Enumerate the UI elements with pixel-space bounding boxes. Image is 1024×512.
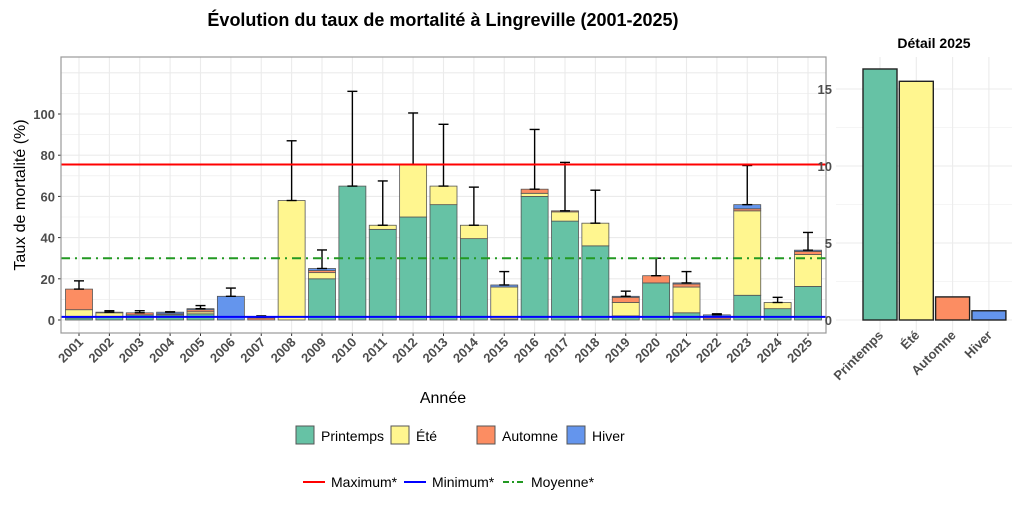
x-tick-label: 2007 bbox=[237, 335, 268, 366]
detail-bar-été bbox=[898, 80, 934, 321]
bar-été-2023 bbox=[733, 210, 762, 296]
y-tick-label: 40 bbox=[41, 231, 55, 246]
bar-été-2017 bbox=[551, 211, 579, 222]
detail-x-tick-label: Printemps bbox=[831, 328, 887, 384]
detail-title: Détail 2025 bbox=[897, 35, 970, 51]
legend-line-label: Maximum* bbox=[331, 474, 398, 490]
legend-label-été: Été bbox=[416, 428, 437, 444]
detail-bar-hiver bbox=[971, 310, 1007, 321]
legend-line-label: Minimum* bbox=[432, 474, 495, 490]
detail-bar-printemps bbox=[862, 68, 898, 321]
bar-été-2012 bbox=[399, 164, 428, 218]
x-tick-label: 2006 bbox=[207, 335, 238, 366]
y-tick-label: 80 bbox=[41, 148, 55, 163]
x-tick-label: 2008 bbox=[268, 335, 299, 366]
bar-automne-2019 bbox=[611, 296, 640, 303]
bar-été-2018 bbox=[581, 222, 610, 247]
x-tick-label: 2019 bbox=[602, 335, 633, 366]
bar-automne-2025 bbox=[794, 251, 822, 255]
bar-été-2009 bbox=[308, 272, 336, 280]
x-tick-label: 2017 bbox=[541, 335, 572, 366]
x-tick-label: 2023 bbox=[723, 335, 754, 366]
legend-label-printemps: Printemps bbox=[321, 428, 384, 444]
x-tick-label: 2015 bbox=[480, 335, 511, 366]
x-tick-label: 2024 bbox=[754, 334, 786, 366]
legend-key-automne bbox=[476, 425, 496, 445]
bar-printemps-2024 bbox=[763, 308, 792, 321]
legend-key-été bbox=[390, 425, 410, 445]
x-tick-label: 2010 bbox=[328, 335, 359, 366]
bar-été-2025 bbox=[794, 254, 822, 287]
y-tick-label: 0 bbox=[48, 313, 55, 328]
y-tick-label: 20 bbox=[41, 272, 55, 287]
x-tick-label: 2022 bbox=[693, 335, 724, 366]
bar-printemps-2012 bbox=[399, 216, 428, 321]
legend-key-printemps bbox=[295, 425, 315, 445]
x-tick-label: 2018 bbox=[571, 335, 602, 366]
legend-line-label: Moyenne* bbox=[531, 474, 595, 490]
detail-x-tick-label: Été bbox=[898, 328, 923, 353]
bar-printemps-2010 bbox=[338, 185, 367, 321]
detail-x-tick-label: Hiver bbox=[961, 328, 995, 362]
bar-été-2008 bbox=[277, 200, 306, 321]
legend-label-automne: Automne bbox=[502, 428, 558, 444]
x-tick-label: 2002 bbox=[85, 335, 116, 366]
bar-automne-2021 bbox=[672, 283, 701, 288]
x-tick-label: 2013 bbox=[420, 335, 451, 366]
x-tick-label: 2020 bbox=[632, 335, 663, 366]
main-title: Évolution du taux de mortalité à Lingrev… bbox=[207, 9, 678, 30]
x-tick-label: 2003 bbox=[116, 335, 147, 366]
bar-printemps-2023 bbox=[733, 294, 762, 321]
legend-key-hiver bbox=[566, 425, 586, 445]
y-axis-label: Taux de mortalité (%) bbox=[12, 119, 29, 270]
x-tick-label: 2001 bbox=[55, 335, 86, 366]
x-tick-label: 2005 bbox=[177, 335, 208, 366]
bar-été-2013 bbox=[429, 185, 458, 206]
detail-bar-automne bbox=[934, 296, 971, 321]
x-tick-label: 2014 bbox=[450, 334, 482, 366]
bar-été-2014 bbox=[459, 224, 488, 240]
x-tick-label: 2025 bbox=[784, 335, 815, 366]
bar-printemps-2025 bbox=[794, 286, 822, 321]
bar-été-2016 bbox=[520, 192, 549, 197]
x-tick-label: 2011 bbox=[359, 335, 390, 366]
bar-printemps-2020 bbox=[642, 282, 671, 321]
legend-label-hiver: Hiver bbox=[592, 428, 625, 444]
bar-printemps-2009 bbox=[308, 278, 336, 321]
bar-printemps-2011 bbox=[368, 228, 397, 321]
bar-automne-2001 bbox=[65, 288, 93, 311]
bar-été-2024 bbox=[763, 302, 792, 310]
bar-printemps-2018 bbox=[581, 245, 610, 321]
y-tick-label: 60 bbox=[41, 189, 55, 204]
plot-border bbox=[60, 56, 827, 334]
bar-automne-2020 bbox=[642, 275, 671, 284]
bar-printemps-2014 bbox=[459, 238, 488, 321]
bar-été-2019 bbox=[611, 302, 640, 317]
bar-printemps-2017 bbox=[551, 220, 579, 321]
x-axis-label: Année bbox=[420, 390, 466, 407]
bar-printemps-2013 bbox=[429, 204, 458, 321]
x-tick-label: 2004 bbox=[146, 334, 178, 366]
bar-été-2015 bbox=[490, 286, 519, 320]
y-tick-label: 10 bbox=[818, 159, 832, 174]
bar-été-2021 bbox=[672, 286, 701, 314]
y-tick-label: 100 bbox=[33, 107, 55, 122]
y-tick-label: 15 bbox=[818, 82, 832, 97]
x-tick-label: 2021 bbox=[663, 335, 694, 366]
y-tick-label: 0 bbox=[825, 313, 832, 328]
x-tick-label: 2009 bbox=[298, 335, 329, 366]
x-tick-label: 2016 bbox=[511, 335, 542, 366]
y-tick-label: 5 bbox=[825, 236, 832, 251]
x-tick-label: 2012 bbox=[389, 335, 420, 366]
